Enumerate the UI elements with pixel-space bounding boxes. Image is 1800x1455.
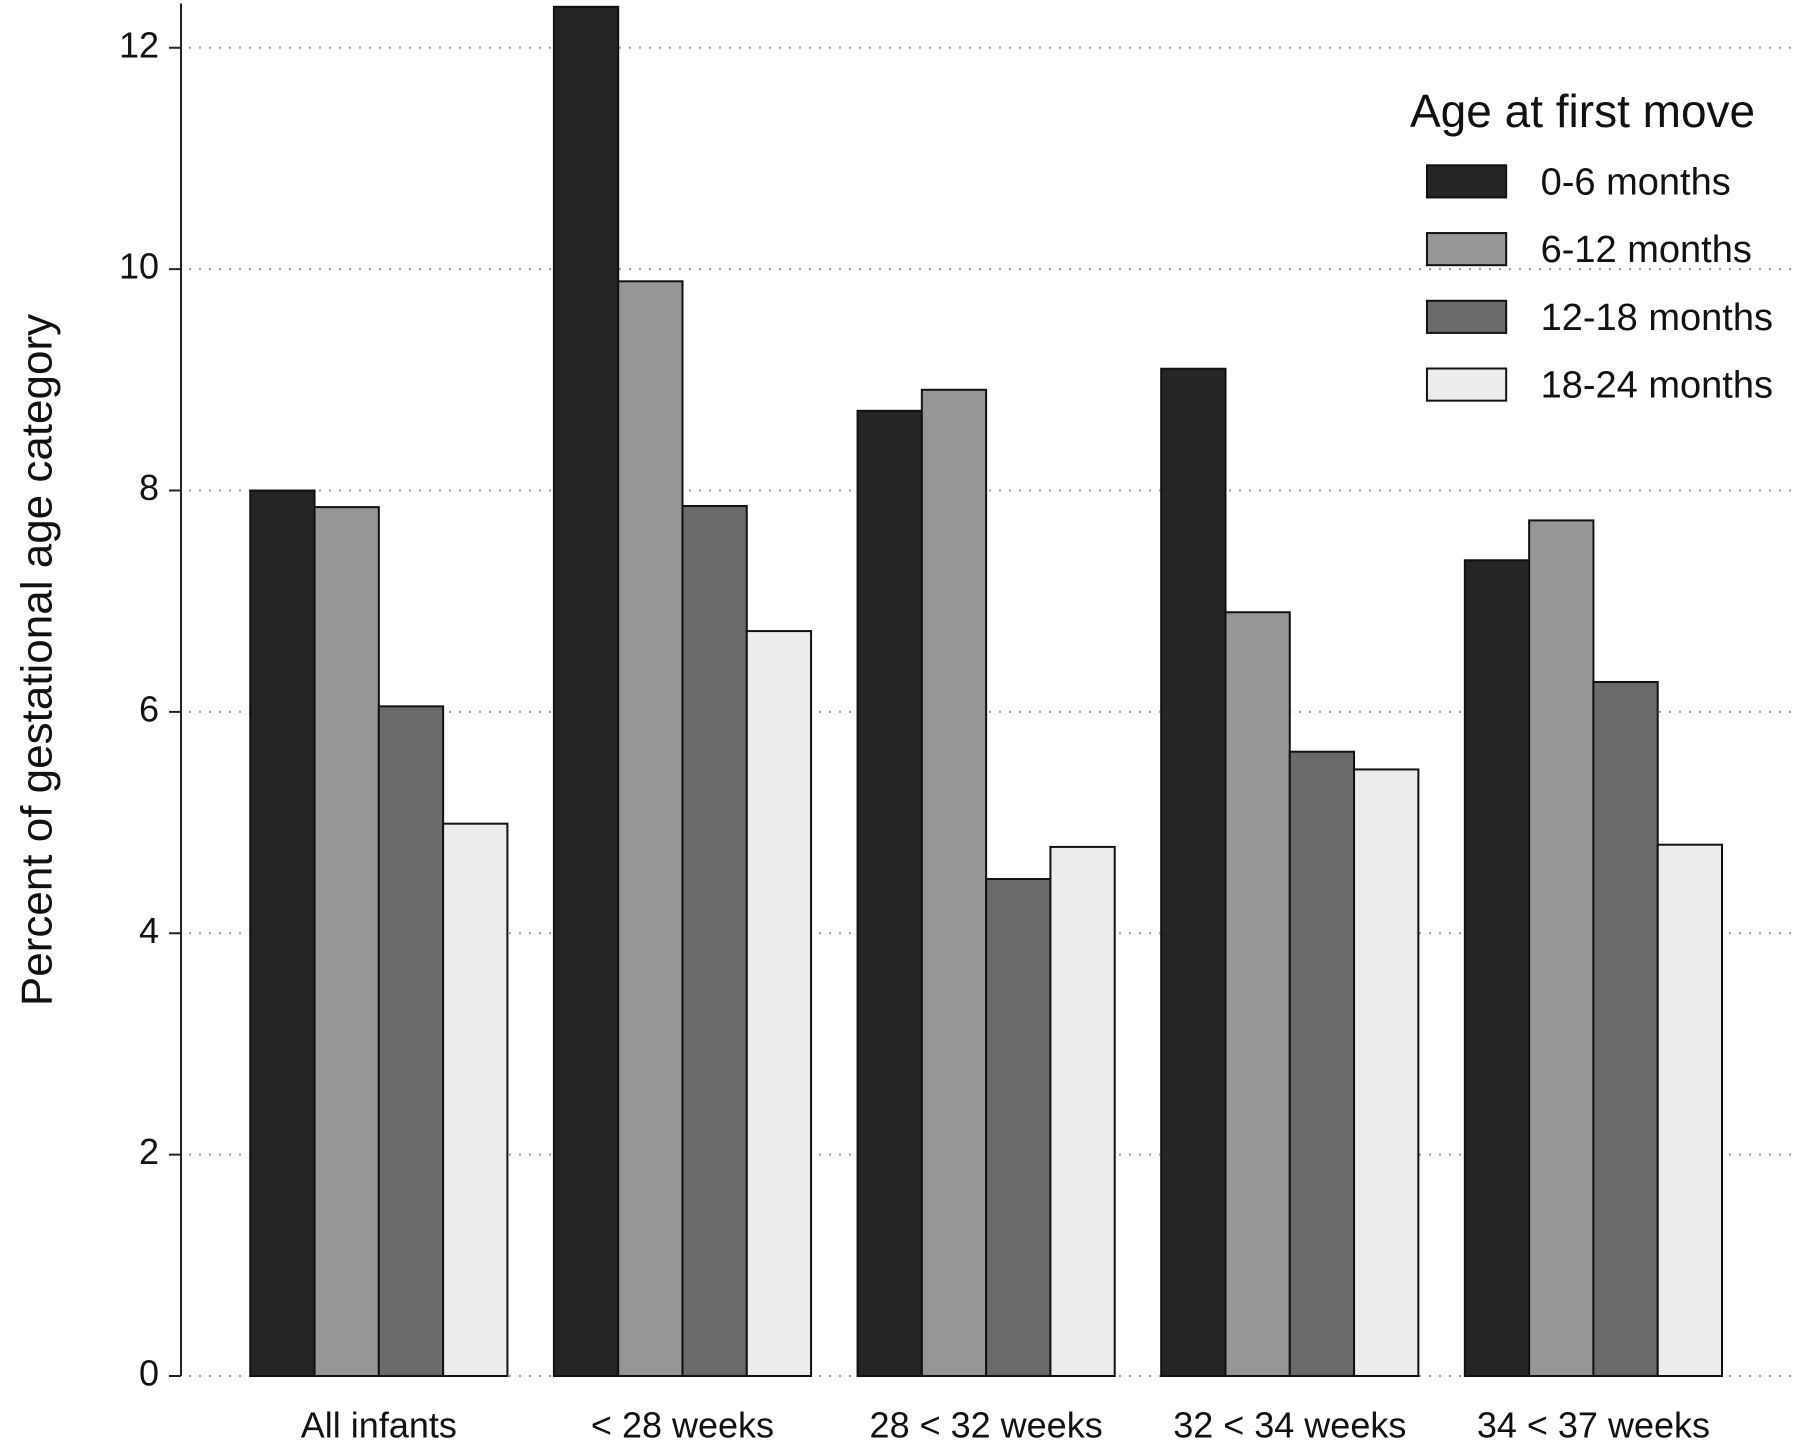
bar [745,630,813,1377]
bar [985,878,1052,1377]
bar [1288,750,1356,1377]
bar [442,822,509,1377]
bar [552,5,620,1377]
y-tick-label: 12 [119,24,159,65]
legend-label: 18-24 months [1541,365,1773,407]
bar [1656,843,1724,1377]
bar [249,489,316,1377]
x-tick-label: 34 < 37 weeks [1477,1405,1710,1446]
y-tick-label: 6 [139,688,159,729]
y-axis-title: Percent of gestational age category [13,314,62,1006]
bar [1463,559,1531,1377]
bar [681,505,748,1377]
bar [617,280,684,1378]
legend-swatch [1425,299,1508,334]
legend-swatch [1425,164,1508,199]
bar [313,506,380,1377]
x-tick-label: < 28 weeks [591,1405,774,1446]
legend-label: 0-6 months [1541,161,1731,203]
bar [1160,367,1227,1377]
y-tick-label: 0 [139,1353,159,1394]
legend-swatch [1425,367,1508,402]
y-tick-label: 8 [139,467,159,508]
bar [856,409,923,1377]
legend-swatch [1425,232,1508,267]
bar [1049,845,1116,1377]
bar [1528,519,1595,1377]
x-tick-label: All infants [301,1405,457,1446]
y-tick-label: 4 [139,910,159,951]
bar [1353,768,1420,1377]
legend-label: 12-18 months [1541,297,1773,339]
legend-label: 6-12 months [1541,229,1752,271]
x-tick-label: 28 < 32 weeks [870,1405,1103,1446]
x-tick-label: 32 < 34 weeks [1173,1405,1406,1446]
y-tick-label: 2 [139,1131,159,1172]
legend-title: Age at first move [1410,85,1755,137]
bar [377,705,445,1377]
bar [1592,680,1659,1377]
y-tick-label: 10 [119,246,159,287]
bar [1224,611,1291,1377]
bar [920,388,988,1377]
